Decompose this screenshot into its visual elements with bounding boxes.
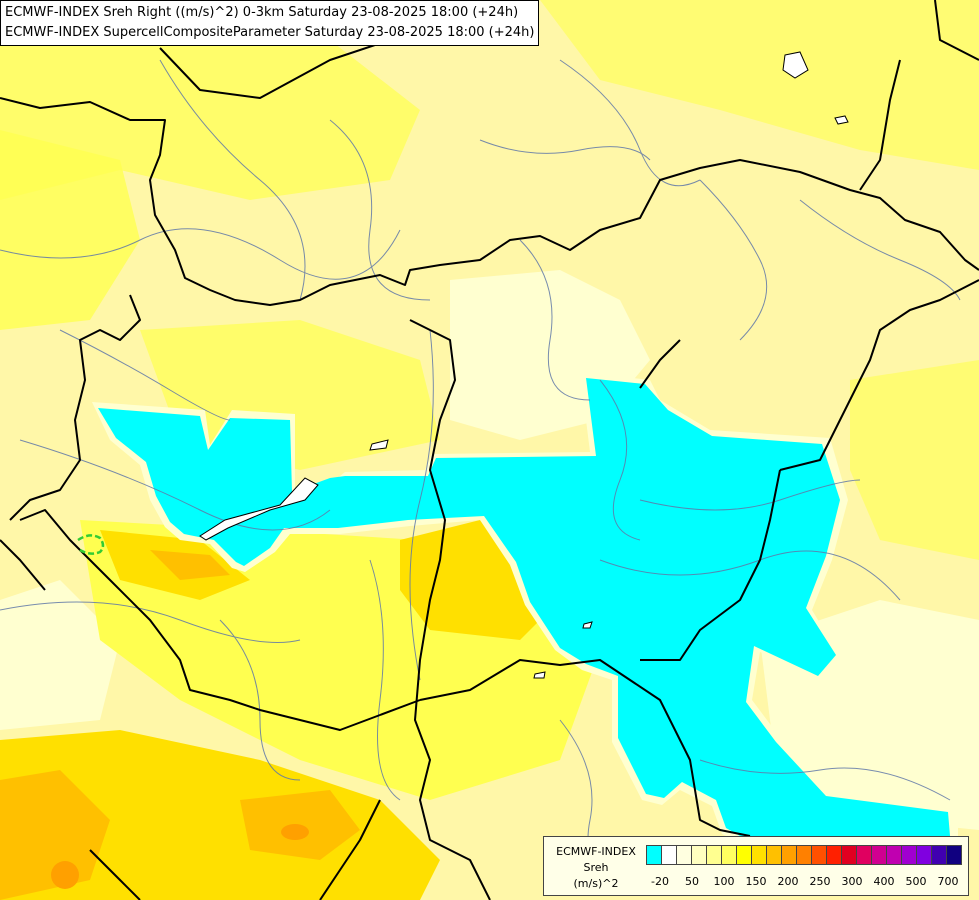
orange-field-southwest [0,770,110,900]
legend-tick-label: 200 [777,875,799,888]
legend-swatch [856,845,872,865]
legend-swatch [946,845,962,865]
legend-tick-label: 300 [841,875,863,888]
legend-swatch [676,845,692,865]
legend-swatch [796,845,812,865]
legend-swatch [751,845,767,865]
legend-tick-label: 500 [905,875,927,888]
river-lines [0,59,961,881]
legend-tick-label: 250 [809,875,831,888]
legend-swatch [691,845,707,865]
legend-swatch [916,845,932,865]
orange-field-spot [150,550,230,580]
legend-ticks: -20 50 100 150 200 250 300 400 500 700 [646,875,966,891]
legend-swatches [646,845,962,865]
legend-swatch [781,845,797,865]
dark-orange-spot-2 [51,861,79,889]
legend-tick-label: 150 [745,875,767,888]
legend-swatch [706,845,722,865]
gold-field-south-center [400,520,540,640]
legend-swatch [766,845,782,865]
legend-label-model: ECMWF-INDEX [556,845,636,858]
yellow-field-northeast [540,0,979,170]
legend-swatch [721,845,737,865]
dark-orange-spot-1 [281,824,309,840]
map-title-scp: ECMWF-INDEX SupercellCompositeParameter … [5,25,535,40]
yellow-field-north [0,0,420,200]
legend-swatch [736,845,752,865]
legend-swatch [886,845,902,865]
supercell-contour-marker [77,534,105,555]
legend-tick-label: 100 [713,875,735,888]
legend-swatch [931,845,947,865]
legend-swatch [871,845,887,865]
yellow-field-mid [140,320,440,470]
pale-field-west [0,580,120,730]
legend-swatch [811,845,827,865]
legend-tick-label: 400 [873,875,895,888]
map-title-box: ECMWF-INDEX Sreh Right ((m/s)^2) 0-3km S… [0,0,540,46]
yellow-field-northwest [0,130,140,330]
legend-label-unit: (m/s)^2 [573,877,619,890]
legend-swatch [661,845,677,865]
legend-tick-label: -20 [651,875,669,888]
legend-swatch [826,845,842,865]
map-title-sreh: ECMWF-INDEX Sreh Right ((m/s)^2) 0-3km S… [5,5,519,20]
legend-label-variable: Sreh [583,861,609,874]
yellow-field-east [850,360,979,560]
lakes [199,51,849,679]
gold-field-southwest [0,730,440,900]
legend-tick-label: 50 [685,875,699,888]
color-legend: ECMWF-INDEX Sreh (m/s)^2 -20 50 100 150 200 2… [543,836,969,896]
legend-swatch [841,845,857,865]
legend-tick-label: 700 [937,875,959,888]
legend-swatch [901,845,917,865]
legend-swatch [646,845,662,865]
